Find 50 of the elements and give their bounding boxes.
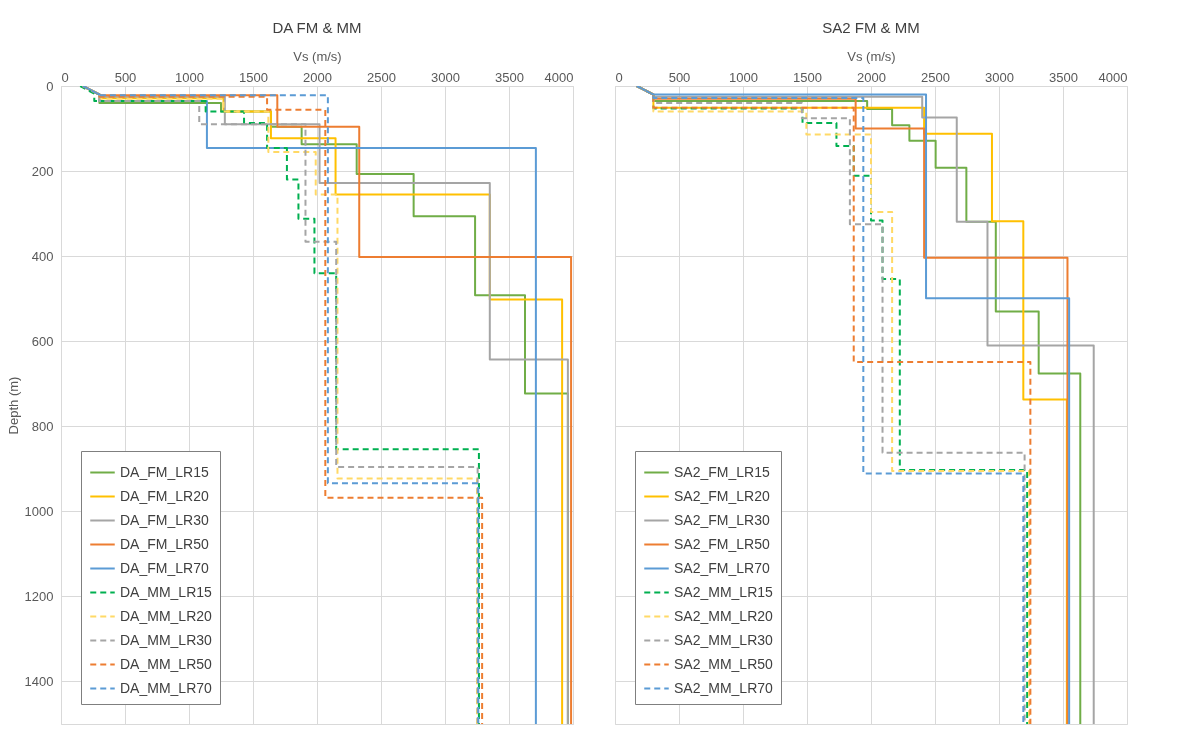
x-tick-label: 1500 — [793, 69, 822, 85]
y-tick-label: 1200 — [24, 588, 54, 604]
x-tick-label: 3000 — [431, 69, 460, 85]
legend-label: DA_MM_LR70 — [120, 679, 213, 696]
legend-label: SA2_MM_LR15 — [674, 583, 774, 600]
x-tick-label: 500 — [114, 69, 137, 85]
y-tick-label: 200 — [31, 163, 54, 179]
x-tick-label: 2500 — [921, 69, 950, 85]
x-tick-label: 3500 — [1049, 69, 1078, 85]
x-tick-label: 2000 — [303, 69, 332, 85]
x-tick-label: 4000 — [544, 69, 574, 85]
legend-label: DA_MM_LR20 — [120, 607, 213, 624]
x-tick-label: 3000 — [985, 69, 1014, 85]
y-tick-label: 400 — [31, 248, 54, 264]
legend-label: DA_FM_LR50 — [120, 535, 209, 552]
legend-label: DA_FM_LR30 — [120, 511, 209, 528]
x-tick-label: 0 — [615, 69, 623, 85]
legend-label: DA_FM_LR20 — [120, 487, 209, 504]
x-tick-label: 4000 — [1098, 69, 1128, 85]
y-tick-label: 1400 — [24, 673, 54, 689]
x-axis-title: Vs (m/s) — [847, 48, 896, 64]
legend-label: DA_FM_LR15 — [120, 463, 209, 480]
x-tick-label: 500 — [668, 69, 691, 85]
x-tick-label: 2000 — [857, 69, 886, 85]
x-tick-label: 1000 — [175, 69, 204, 85]
legend-label: SA2_MM_LR70 — [674, 679, 774, 696]
legend-label: DA_MM_LR30 — [120, 631, 213, 648]
x-axis-title: Vs (m/s) — [293, 48, 342, 64]
chart-title: DA FM & MM — [272, 19, 362, 36]
y-tick-label: 600 — [31, 333, 54, 349]
legend-label: SA2_FM_LR30 — [674, 511, 770, 528]
legend-label: SA2_FM_LR70 — [674, 559, 770, 576]
legend-label: DA_MM_LR50 — [120, 655, 213, 672]
y-tick-label: 1000 — [24, 503, 54, 519]
legend-label: SA2_MM_LR50 — [674, 655, 774, 672]
x-tick-label: 1000 — [729, 69, 758, 85]
legend-label: SA2_MM_LR20 — [674, 607, 774, 624]
y-axis-title: Depth (m) — [5, 376, 21, 435]
x-tick-label: 1500 — [239, 69, 268, 85]
y-tick-label: 800 — [31, 418, 54, 434]
x-tick-label: 0 — [61, 69, 69, 85]
legend-label: DA_MM_LR15 — [120, 583, 213, 600]
legend-label: DA_FM_LR70 — [120, 559, 209, 576]
x-tick-label: 3500 — [495, 69, 524, 85]
chart-title: SA2 FM & MM — [822, 19, 920, 36]
legend-label: SA2_FM_LR20 — [674, 487, 770, 504]
legend-label: SA2_MM_LR30 — [674, 631, 774, 648]
legend-label: SA2_FM_LR15 — [674, 463, 770, 480]
legend-label: SA2_FM_LR50 — [674, 535, 770, 552]
x-tick-label: 2500 — [367, 69, 396, 85]
